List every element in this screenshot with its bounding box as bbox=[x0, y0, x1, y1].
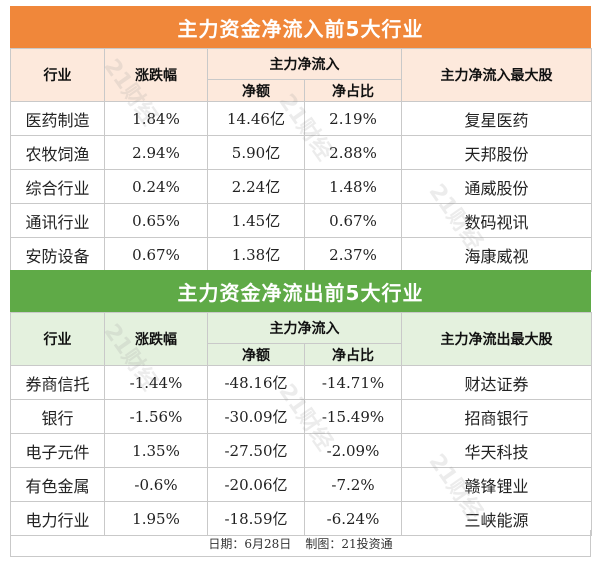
table-row: 银行 -1.56% -30.09亿 -15.49% 招商银行 bbox=[10, 399, 592, 434]
top-stock-cell: 招商银行 bbox=[401, 399, 592, 434]
table-row: 农牧饲渔 2.94% 5.90亿 2.88% 天邦股份 bbox=[10, 135, 592, 170]
change-cell: 1.84% bbox=[104, 101, 208, 136]
industry-cell: 券商信托 bbox=[10, 365, 105, 400]
footer-credit: 制图：21投资通 bbox=[305, 536, 393, 551]
industry-cell: 综合行业 bbox=[10, 169, 105, 204]
header-change: 涨跌幅 bbox=[104, 312, 208, 366]
top-stock-cell: 三峡能源 bbox=[401, 501, 592, 536]
header-net-amount: 净额 bbox=[207, 79, 305, 102]
change-cell: 0.24% bbox=[104, 169, 208, 204]
top-stock-cell: 财达证券 bbox=[401, 365, 592, 400]
top-stock-cell: 赣锋锂业 bbox=[401, 467, 592, 502]
industry-cell: 农牧饲渔 bbox=[10, 135, 105, 170]
net-amount-cell: -27.50亿 bbox=[207, 433, 305, 468]
change-cell: -1.56% bbox=[104, 399, 208, 434]
net-ratio-cell: -6.24% bbox=[304, 501, 402, 536]
table-row: 有色金属 -0.6% -20.06亿 -7.2% 赣锋锂业 bbox=[10, 467, 592, 502]
header-net-amount: 净额 bbox=[207, 343, 305, 366]
net-amount-cell: -48.16亿 bbox=[207, 365, 305, 400]
net-ratio-cell: 0.67% bbox=[304, 203, 402, 238]
table-row: 电力行业 1.95% -18.59亿 -6.24% 三峡能源 bbox=[10, 501, 592, 536]
inflow-title: 主力资金净流入前5大行业 bbox=[10, 6, 591, 48]
net-ratio-cell: -2.09% bbox=[304, 433, 402, 468]
net-ratio-cell: -14.71% bbox=[304, 365, 402, 400]
outflow-title: 主力资金净流出前5大行业 bbox=[10, 270, 591, 312]
industry-cell: 通讯行业 bbox=[10, 203, 105, 238]
net-amount-cell: -30.09亿 bbox=[207, 399, 305, 434]
change-cell: -1.44% bbox=[104, 365, 208, 400]
top-stock-cell: 通威股份 bbox=[401, 169, 592, 204]
table-row: 安防设备 0.67% 1.38亿 2.37% 海康威视 bbox=[10, 237, 592, 272]
header-industry: 行业 bbox=[10, 312, 105, 366]
top-stock-cell: 天邦股份 bbox=[401, 135, 592, 170]
net-amount-cell: 14.46亿 bbox=[207, 101, 305, 136]
net-amount-cell: 5.90亿 bbox=[207, 135, 305, 170]
header-net-ratio: 净占比 bbox=[304, 79, 402, 102]
top-stock-cell: 数码视讯 bbox=[401, 203, 592, 238]
industry-cell: 医药制造 bbox=[10, 101, 105, 136]
industry-cell: 电子元件 bbox=[10, 433, 105, 468]
header-main-flow: 主力净流入 bbox=[207, 48, 402, 80]
table-row: 通讯行业 0.65% 1.45亿 0.67% 数码视讯 bbox=[10, 203, 592, 238]
net-ratio-cell: -15.49% bbox=[304, 399, 402, 434]
footer: 日期：6月28日 制图：21投资通 bbox=[10, 530, 591, 557]
header-top-stock: 主力净流入最大股 bbox=[401, 48, 592, 102]
net-amount-cell: 1.45亿 bbox=[207, 203, 305, 238]
header-industry: 行业 bbox=[10, 48, 105, 102]
net-amount-cell: 2.24亿 bbox=[207, 169, 305, 204]
change-cell: 0.65% bbox=[104, 203, 208, 238]
top-stock-cell: 复星医药 bbox=[401, 101, 592, 136]
change-cell: 2.94% bbox=[104, 135, 208, 170]
footer-date: 日期：6月28日 bbox=[208, 536, 292, 551]
header-top-stock: 主力净流出最大股 bbox=[401, 312, 592, 366]
top-stock-cell: 海康威视 bbox=[401, 237, 592, 272]
net-amount-cell: 1.38亿 bbox=[207, 237, 305, 272]
change-cell: 1.95% bbox=[104, 501, 208, 536]
net-ratio-cell: 2.37% bbox=[304, 237, 402, 272]
table-row: 券商信托 -1.44% -48.16亿 -14.71% 财达证券 bbox=[10, 365, 592, 400]
table-row: 综合行业 0.24% 2.24亿 1.48% 通威股份 bbox=[10, 169, 592, 204]
header-net-ratio: 净占比 bbox=[304, 343, 402, 366]
net-ratio-cell: -7.2% bbox=[304, 467, 402, 502]
net-amount-cell: -20.06亿 bbox=[207, 467, 305, 502]
change-cell: 1.35% bbox=[104, 433, 208, 468]
change-cell: 0.67% bbox=[104, 237, 208, 272]
industry-cell: 银行 bbox=[10, 399, 105, 434]
net-ratio-cell: 1.48% bbox=[304, 169, 402, 204]
table-row: 电子元件 1.35% -27.50亿 -2.09% 华天科技 bbox=[10, 433, 592, 468]
net-ratio-cell: 2.19% bbox=[304, 101, 402, 136]
header-main-flow: 主力净流入 bbox=[207, 312, 402, 344]
industry-cell: 安防设备 bbox=[10, 237, 105, 272]
top-stock-cell: 华天科技 bbox=[401, 433, 592, 468]
net-ratio-cell: 2.88% bbox=[304, 135, 402, 170]
outflow-table: 行业 涨跌幅 主力净流入 主力净流出最大股 净额 净占比 券商信托 -1.44%… bbox=[10, 312, 592, 536]
inflow-table: 行业 涨跌幅 主力净流入 主力净流入最大股 净额 净占比 医药制造 1.84% … bbox=[10, 48, 592, 272]
change-cell: -0.6% bbox=[104, 467, 208, 502]
header-change: 涨跌幅 bbox=[104, 48, 208, 102]
industry-cell: 电力行业 bbox=[10, 501, 105, 536]
table-row: 医药制造 1.84% 14.46亿 2.19% 复星医药 bbox=[10, 101, 592, 136]
industry-cell: 有色金属 bbox=[10, 467, 105, 502]
